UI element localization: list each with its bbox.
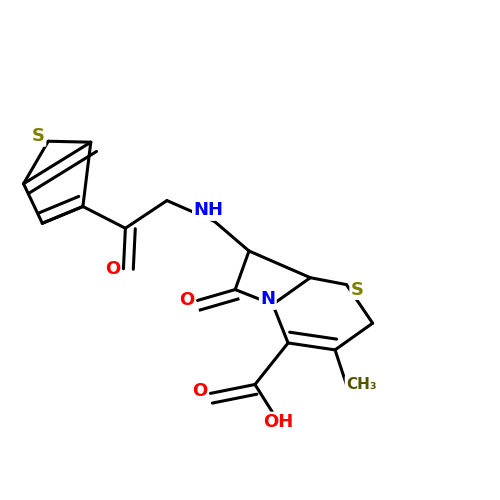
Text: O: O xyxy=(192,382,207,400)
Text: S: S xyxy=(32,128,45,146)
Text: O: O xyxy=(105,260,120,278)
Text: S: S xyxy=(351,280,364,298)
Text: O: O xyxy=(179,292,194,310)
Text: CH₃: CH₃ xyxy=(346,377,376,392)
Text: NH: NH xyxy=(194,202,224,220)
Text: OH: OH xyxy=(264,413,294,431)
Text: N: N xyxy=(260,290,276,308)
